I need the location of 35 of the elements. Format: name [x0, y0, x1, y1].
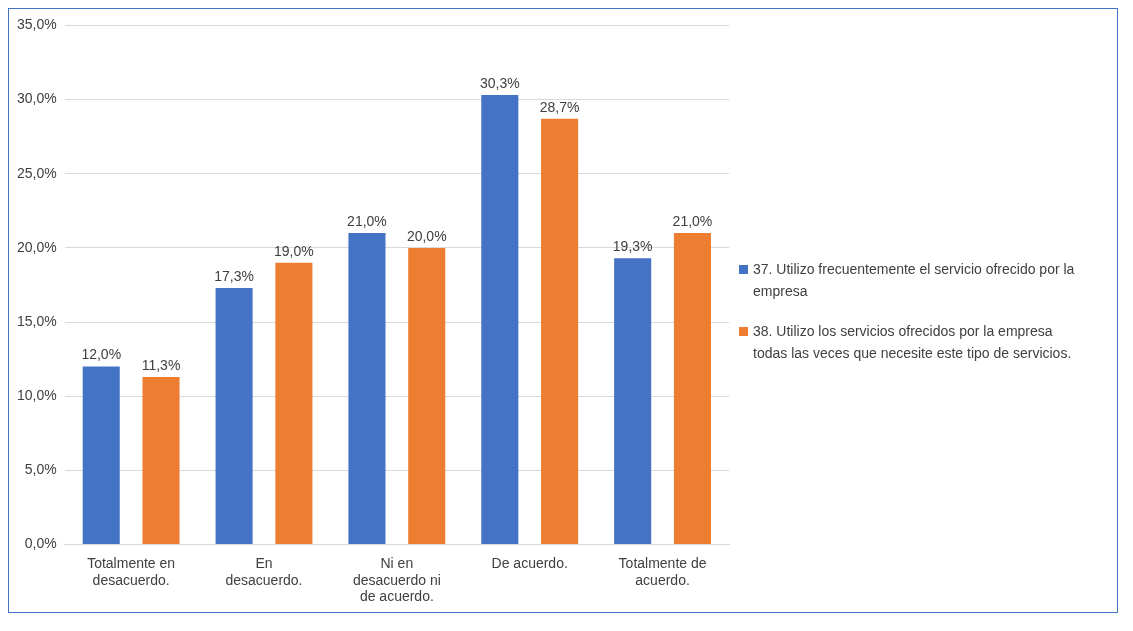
bar	[541, 118, 579, 545]
bar	[614, 258, 652, 545]
x-tick-label: En desacuerdo.	[225, 554, 303, 588]
bar	[275, 262, 313, 545]
x-tick-label: Totalmente de acuerdo.	[618, 554, 707, 588]
legend-label: 38. Utilizo los servicios ofrecidos por la empresa todas las veces que necesite este tipo de servicios.	[753, 321, 1073, 363]
x-tick-label: De acuerdo.	[491, 554, 568, 571]
x-tick-label: Totalmente en desacuerdo.	[87, 554, 176, 588]
x-tick-label: Ni en desacuerdo ni de acuerdo.	[352, 554, 441, 605]
bar	[82, 366, 120, 545]
data-label: 21,0%	[347, 212, 387, 229]
data-label: 12,0%	[81, 346, 122, 363]
y-tick-label: 35,0%	[16, 16, 57, 33]
y-tick-label: 5,0%	[24, 461, 57, 478]
bar	[215, 287, 253, 545]
legend-label: 37. Utilizo frecuentemente el servicio ofrecido por la empresa	[753, 259, 1076, 301]
bar	[142, 376, 180, 545]
y-tick-label: 10,0%	[16, 387, 57, 404]
y-tick-label: 25,0%	[16, 164, 57, 181]
bar	[348, 233, 386, 545]
y-tick-label: 15,0%	[16, 312, 57, 329]
bar	[481, 95, 519, 545]
data-label: 20,0%	[406, 227, 447, 244]
bar	[408, 247, 446, 545]
data-label: 19,0%	[274, 242, 314, 259]
data-label: 19,3%	[612, 238, 653, 255]
data-label: 30,3%	[479, 74, 520, 91]
data-label: 17,3%	[214, 267, 254, 284]
data-label: 21,0%	[672, 212, 713, 229]
data-label: 28,7%	[539, 98, 580, 115]
bar	[673, 233, 711, 545]
y-tick-label: 0,0%	[24, 535, 57, 552]
y-tick-label: 30,0%	[16, 90, 57, 107]
y-tick-label: 20,0%	[16, 238, 57, 255]
data-label: 11,3%	[141, 356, 181, 373]
